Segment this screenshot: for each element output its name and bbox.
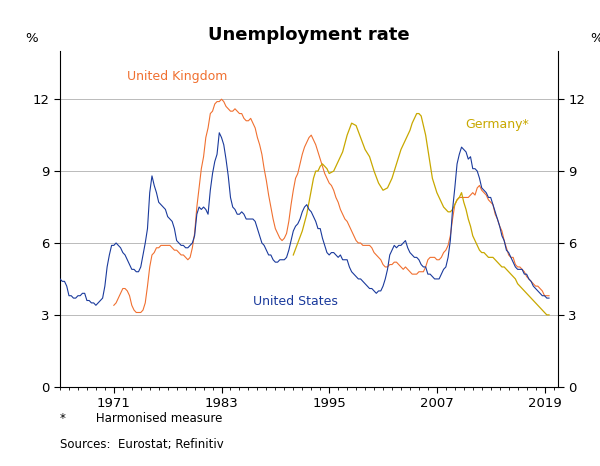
Text: %: % <box>590 32 600 45</box>
Text: United States: United States <box>253 295 338 308</box>
Text: United Kingdom: United Kingdom <box>127 70 227 83</box>
Text: *        Harmonised measure: * Harmonised measure <box>60 412 223 425</box>
Title: Unemployment rate: Unemployment rate <box>208 26 410 44</box>
Text: %: % <box>25 32 38 45</box>
Text: Germany*: Germany* <box>466 118 529 131</box>
Text: Sources:  Eurostat; Refinitiv: Sources: Eurostat; Refinitiv <box>60 438 224 451</box>
